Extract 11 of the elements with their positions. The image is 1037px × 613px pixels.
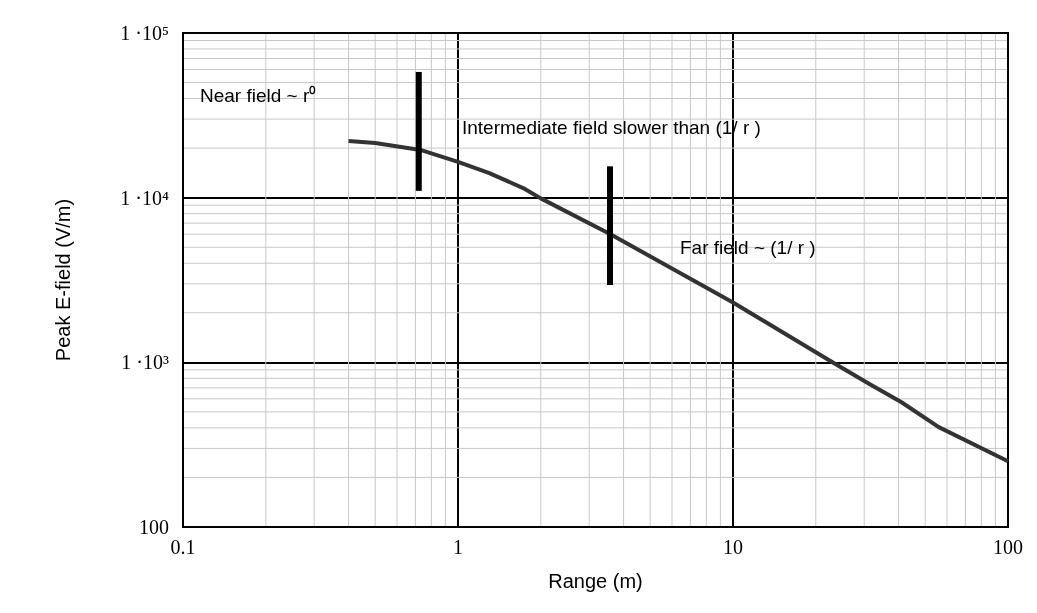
y-tick-label: 1 ·10⁵: [120, 22, 169, 44]
x-tick-label: 10: [723, 536, 743, 558]
y-axis-title: Peak E-field (V/m): [52, 198, 74, 362]
y-tick-label: 1 ·10⁴: [120, 186, 170, 209]
y-tick-label: 100: [139, 516, 169, 538]
x-tick-label: 100: [993, 536, 1023, 558]
x-tick-label: 0.1: [170, 536, 196, 558]
x-axis-title: Range (m): [548, 570, 643, 592]
annotation: Near field ~ r⁰: [200, 85, 317, 106]
x-tick-label: 1: [453, 536, 463, 558]
y-tick-label: 1 ·10³: [121, 351, 169, 374]
